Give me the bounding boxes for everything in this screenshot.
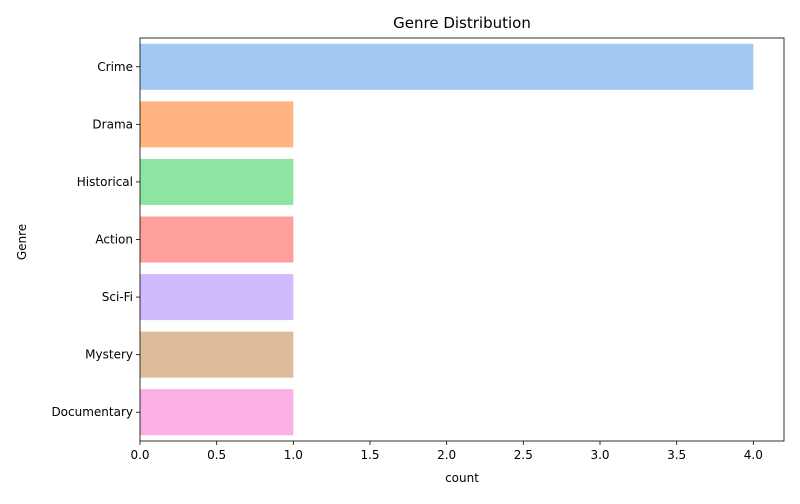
y-tick-label: Sci-Fi (102, 290, 133, 304)
bar-crime (140, 43, 754, 90)
y-tick-label: Documentary (51, 405, 133, 419)
y-tick-layer: Crime Drama Historical Action Sci-Fi Mystery D… (51, 60, 140, 419)
y-tick-label: Drama (92, 117, 133, 131)
plot-frame (139, 37, 785, 442)
axes-layer (139, 37, 785, 442)
x-tick-label: 0.0 (130, 448, 149, 462)
chart-title: Genre Distribution (393, 14, 531, 32)
bar-mystery (140, 331, 294, 378)
x-tick-label: 1.5 (360, 448, 379, 462)
y-tick-label: Crime (97, 60, 133, 74)
y-tick-label: Action (95, 233, 133, 247)
y-tick-label: Mystery (85, 348, 133, 362)
x-tick-layer: 0.0 0.5 1.0 1.5 2.0 2.5 3.0 3.5 4.0 (130, 441, 763, 462)
y-tick-label: Historical (77, 175, 133, 189)
bar-drama (140, 101, 294, 148)
bar-historical (140, 158, 294, 205)
bar-sci-fi (140, 274, 294, 321)
bar-documentary (140, 389, 294, 436)
bar-action (140, 216, 294, 263)
x-tick-label: 0.5 (207, 448, 226, 462)
bars-layer (140, 43, 754, 436)
x-tick-label: 2.5 (514, 448, 533, 462)
x-tick-label: 3.5 (667, 448, 686, 462)
x-tick-label: 2.0 (437, 448, 456, 462)
x-tick-label: 4.0 (744, 448, 763, 462)
x-tick-label: 1.0 (284, 448, 303, 462)
y-axis-label: Genre (15, 224, 29, 260)
x-axis-label: count (445, 471, 479, 485)
x-tick-label: 3.0 (590, 448, 609, 462)
